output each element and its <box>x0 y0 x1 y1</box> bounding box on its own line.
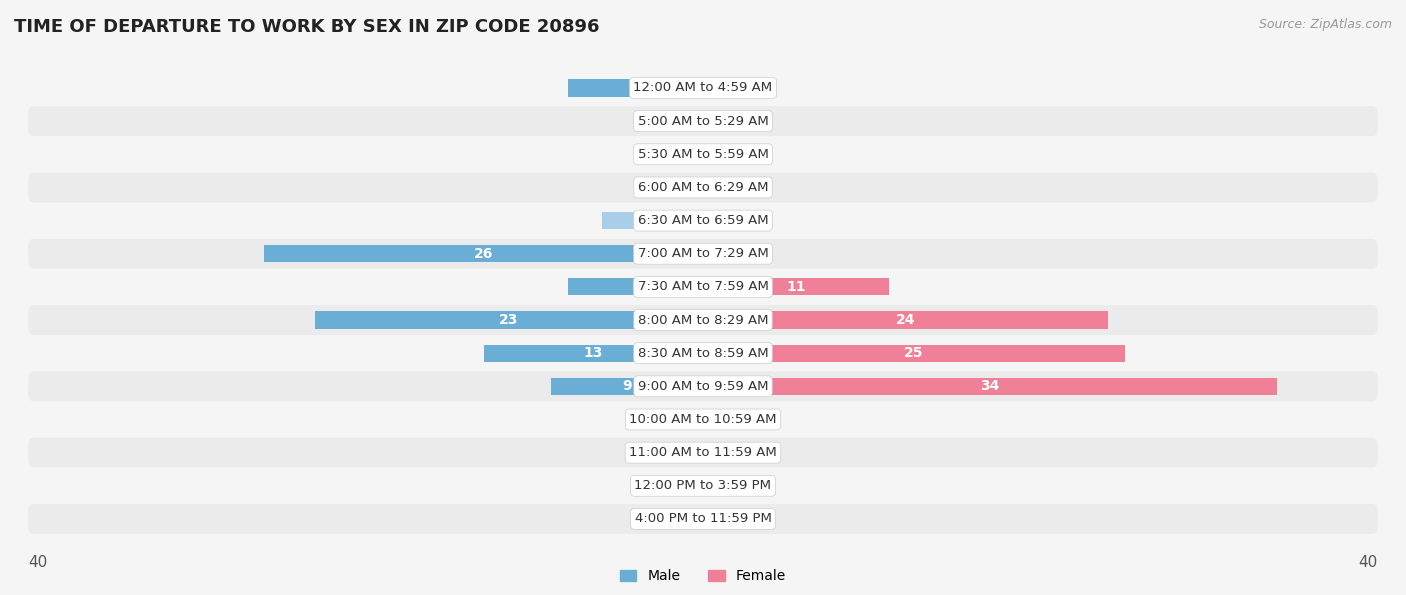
Text: 0: 0 <box>744 446 752 459</box>
Bar <box>703 511 754 528</box>
Bar <box>703 477 737 494</box>
Bar <box>568 79 703 96</box>
Text: 2: 2 <box>744 180 752 195</box>
Bar <box>703 444 737 461</box>
Bar <box>703 278 889 296</box>
FancyBboxPatch shape <box>28 139 1378 169</box>
Bar <box>315 311 703 328</box>
Text: 34: 34 <box>980 380 1000 393</box>
Text: 8:30 AM to 8:59 AM: 8:30 AM to 8:59 AM <box>638 347 768 359</box>
Text: 13: 13 <box>583 346 603 360</box>
Text: 2: 2 <box>744 114 752 128</box>
Text: Source: ZipAtlas.com: Source: ZipAtlas.com <box>1258 18 1392 31</box>
Bar <box>703 411 737 428</box>
Text: 8:00 AM to 8:29 AM: 8:00 AM to 8:29 AM <box>638 314 768 327</box>
FancyBboxPatch shape <box>28 471 1378 501</box>
Bar <box>703 345 1125 362</box>
Text: 0: 0 <box>744 81 752 95</box>
Bar <box>703 112 737 130</box>
Text: 5:00 AM to 5:29 AM: 5:00 AM to 5:29 AM <box>638 115 768 127</box>
Bar <box>669 112 703 130</box>
FancyBboxPatch shape <box>28 305 1378 335</box>
Text: 11:00 AM to 11:59 AM: 11:00 AM to 11:59 AM <box>628 446 778 459</box>
Bar <box>636 411 703 428</box>
Bar <box>551 378 703 395</box>
Text: 7:00 AM to 7:29 AM: 7:00 AM to 7:29 AM <box>638 248 768 260</box>
Bar <box>669 477 703 494</box>
Text: 0: 0 <box>654 446 662 459</box>
Text: 0: 0 <box>654 479 662 493</box>
FancyBboxPatch shape <box>28 106 1378 136</box>
Text: 24: 24 <box>896 313 915 327</box>
Text: 6: 6 <box>654 214 662 227</box>
Text: 12:00 PM to 3:59 PM: 12:00 PM to 3:59 PM <box>634 480 772 492</box>
Text: 25: 25 <box>904 346 924 360</box>
Bar <box>669 179 703 196</box>
Bar <box>264 245 703 262</box>
Text: 1: 1 <box>654 180 662 195</box>
Text: 40: 40 <box>1358 555 1378 571</box>
FancyBboxPatch shape <box>28 371 1378 401</box>
Text: 7:30 AM to 7:59 AM: 7:30 AM to 7:59 AM <box>637 280 769 293</box>
Text: 4:00 PM to 11:59 PM: 4:00 PM to 11:59 PM <box>634 512 772 525</box>
FancyBboxPatch shape <box>28 405 1378 434</box>
Bar <box>484 345 703 362</box>
Text: 11: 11 <box>786 280 806 294</box>
Bar <box>669 146 703 163</box>
Bar <box>669 511 703 528</box>
Text: 10:00 AM to 10:59 AM: 10:00 AM to 10:59 AM <box>630 413 776 426</box>
Bar <box>602 212 703 229</box>
FancyBboxPatch shape <box>28 504 1378 534</box>
Text: 40: 40 <box>28 555 48 571</box>
Text: 6:00 AM to 6:29 AM: 6:00 AM to 6:29 AM <box>638 181 768 194</box>
Legend: Male, Female: Male, Female <box>614 564 792 589</box>
Bar <box>703 179 737 196</box>
Text: 9:00 AM to 9:59 AM: 9:00 AM to 9:59 AM <box>638 380 768 393</box>
Text: 0: 0 <box>654 512 662 526</box>
Text: 12:00 AM to 4:59 AM: 12:00 AM to 4:59 AM <box>634 82 772 95</box>
FancyBboxPatch shape <box>28 173 1378 202</box>
Bar <box>703 311 1108 328</box>
Bar <box>703 79 737 96</box>
Text: 8: 8 <box>631 81 640 95</box>
Bar <box>703 212 737 229</box>
Text: 0: 0 <box>654 114 662 128</box>
Text: 2: 2 <box>744 479 752 493</box>
Bar <box>703 245 754 262</box>
FancyBboxPatch shape <box>28 239 1378 269</box>
Text: 2: 2 <box>744 214 752 227</box>
Text: 5:30 AM to 5:59 AM: 5:30 AM to 5:59 AM <box>637 148 769 161</box>
Text: 23: 23 <box>499 313 519 327</box>
Bar <box>703 378 1277 395</box>
Text: 3: 3 <box>744 512 752 526</box>
Text: 0: 0 <box>744 148 752 161</box>
Text: 26: 26 <box>474 247 494 261</box>
Text: 2: 2 <box>744 412 752 427</box>
Text: 3: 3 <box>744 247 752 261</box>
Text: 6:30 AM to 6:59 AM: 6:30 AM to 6:59 AM <box>638 214 768 227</box>
Text: 8: 8 <box>631 280 640 294</box>
Text: TIME OF DEPARTURE TO WORK BY SEX IN ZIP CODE 20896: TIME OF DEPARTURE TO WORK BY SEX IN ZIP … <box>14 18 599 36</box>
Bar <box>703 146 737 163</box>
FancyBboxPatch shape <box>28 272 1378 302</box>
Bar <box>669 444 703 461</box>
FancyBboxPatch shape <box>28 73 1378 103</box>
Bar <box>568 278 703 296</box>
FancyBboxPatch shape <box>28 206 1378 236</box>
Text: 0: 0 <box>654 148 662 161</box>
FancyBboxPatch shape <box>28 438 1378 468</box>
FancyBboxPatch shape <box>28 338 1378 368</box>
Text: 4: 4 <box>654 412 662 427</box>
Text: 9: 9 <box>623 380 631 393</box>
